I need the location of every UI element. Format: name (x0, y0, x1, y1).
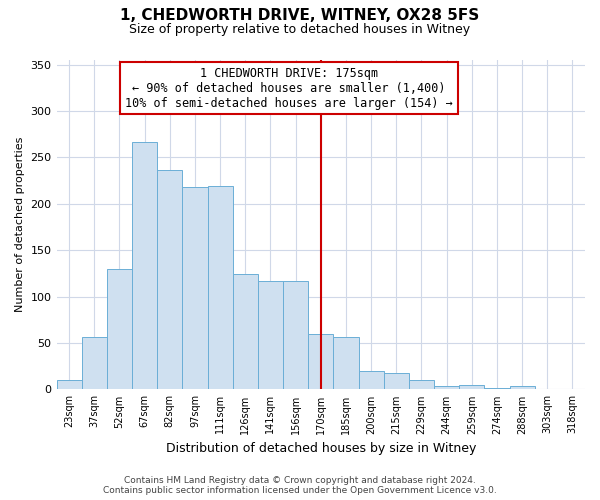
Bar (359, 371, 383, 390)
X-axis label: Distribution of detached houses by size in Witney: Distribution of detached houses by size … (166, 442, 476, 455)
Y-axis label: Number of detached properties: Number of detached properties (15, 137, 25, 312)
Bar (82, 336, 107, 390)
Bar (182, 187, 208, 390)
Bar (434, 386, 459, 390)
Bar (208, 186, 233, 390)
Bar (308, 334, 334, 390)
Text: 1, CHEDWORTH DRIVE, WITNEY, OX28 5FS: 1, CHEDWORTH DRIVE, WITNEY, OX28 5FS (121, 8, 479, 22)
Bar (107, 269, 132, 390)
Text: 1 CHEDWORTH DRIVE: 175sqm
← 90% of detached houses are smaller (1,400)
10% of se: 1 CHEDWORTH DRIVE: 175sqm ← 90% of detac… (125, 66, 453, 110)
Bar (459, 385, 484, 390)
Bar (283, 281, 308, 390)
Bar (157, 170, 182, 390)
Bar (233, 274, 258, 390)
Bar (132, 142, 157, 390)
Bar (258, 281, 283, 390)
Bar (56, 380, 82, 390)
Bar (509, 386, 535, 390)
Bar (334, 336, 359, 390)
Text: Contains HM Land Registry data © Crown copyright and database right 2024.
Contai: Contains HM Land Registry data © Crown c… (103, 476, 497, 495)
Bar (409, 380, 434, 390)
Text: Size of property relative to detached houses in Witney: Size of property relative to detached ho… (130, 22, 470, 36)
Bar (383, 372, 409, 390)
Bar (484, 388, 509, 390)
